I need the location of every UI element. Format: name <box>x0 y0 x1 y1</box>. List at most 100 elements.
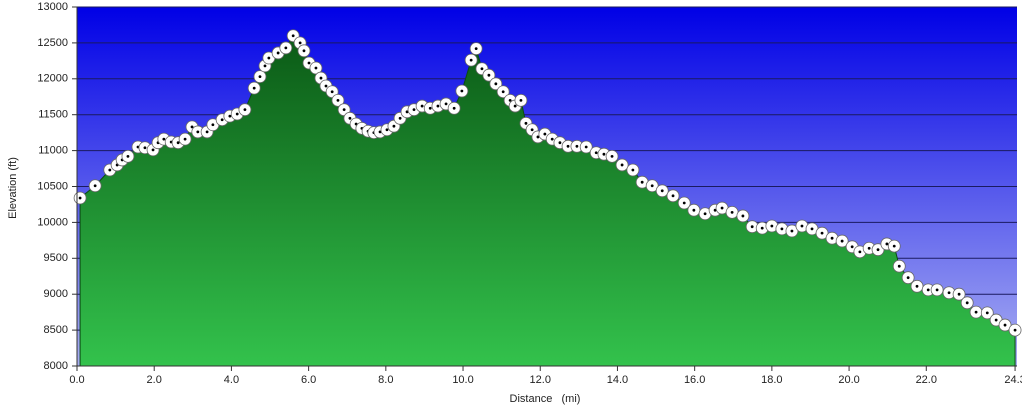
waypoint-dot <box>965 301 969 305</box>
waypoint-dot <box>348 116 352 120</box>
y-tick-label: 11500 <box>38 109 68 121</box>
waypoint-dot <box>985 311 989 315</box>
x-axis-title: Distance (mi) <box>510 393 581 405</box>
waypoint-dot <box>790 229 794 233</box>
waypoint-dot <box>211 123 215 127</box>
waypoint-dot <box>650 184 654 188</box>
waypoint-dot <box>302 49 306 53</box>
x-tick-label: 0.0 <box>69 374 84 386</box>
y-tick-label: 9500 <box>44 252 68 264</box>
x-tick-label: 20.0 <box>838 374 859 386</box>
y-tick-label: 8500 <box>44 324 68 336</box>
x-tick-label: 12.0 <box>530 374 551 386</box>
waypoint-dot <box>258 75 262 79</box>
waypoint-dot <box>974 310 978 314</box>
waypoint-dot <box>252 86 256 90</box>
waypoint-dot <box>760 226 764 230</box>
waypoint-dot <box>566 144 570 148</box>
x-tick-label: 10.0 <box>452 374 473 386</box>
waypoint-dot <box>1013 328 1017 332</box>
waypoint-dot <box>850 245 854 249</box>
waypoint-dot <box>671 194 675 198</box>
waypoint-dot <box>196 130 200 134</box>
y-tick-label: 9000 <box>44 288 68 300</box>
waypoint-dot <box>494 82 498 86</box>
waypoint-dot <box>897 264 901 268</box>
waypoint-dot <box>820 231 824 235</box>
waypoint-dot <box>205 130 209 134</box>
waypoint-dot <box>151 148 155 152</box>
y-axis-title: Elevation (ft) <box>7 157 19 219</box>
waypoint-dot <box>935 288 939 292</box>
waypoint-dot <box>78 196 82 200</box>
waypoint-dot <box>558 141 562 145</box>
waypoint-dot <box>436 104 440 108</box>
waypoint-dot <box>584 145 588 149</box>
x-tick-label: 14.0 <box>607 374 628 386</box>
waypoint-dot <box>412 108 416 112</box>
y-tick-label: 13000 <box>37 1 68 13</box>
waypoint-dot <box>126 154 130 158</box>
y-tick-label: 12500 <box>37 37 68 49</box>
waypoint-dot <box>730 210 734 214</box>
waypoint-dot <box>915 284 919 288</box>
waypoint-dot <box>1003 323 1007 327</box>
waypoint-dot <box>474 47 478 51</box>
waypoint-dot <box>93 184 97 188</box>
waypoint-dot <box>342 108 346 112</box>
waypoint-dot <box>858 250 862 254</box>
waypoint-dot <box>263 64 267 68</box>
waypoint-dot <box>682 201 686 205</box>
waypoint-dot <box>947 291 951 295</box>
waypoint-dot <box>513 104 517 108</box>
waypoint-dot <box>228 114 232 118</box>
waypoint-dot <box>536 135 540 139</box>
waypoint-dot <box>469 58 473 62</box>
waypoint-dot <box>501 90 505 94</box>
y-tick-label: 10000 <box>37 216 68 228</box>
waypoint-dot <box>840 239 844 243</box>
waypoint-dot <box>575 144 579 148</box>
waypoint-dot <box>508 98 512 102</box>
waypoint-dot <box>994 318 998 322</box>
waypoint-dot <box>892 244 896 248</box>
waypoint-dot <box>524 121 528 125</box>
y-tick-label: 11000 <box>38 145 68 157</box>
x-tick-label: 8.0 <box>378 374 393 386</box>
waypoint-dot <box>800 224 804 228</box>
waypoint-dot <box>460 89 464 93</box>
x-tick-label: 16.0 <box>684 374 705 386</box>
waypoint-dot <box>276 51 280 55</box>
waypoint-dot <box>610 154 614 158</box>
waypoint-dot <box>220 118 224 122</box>
waypoint-dot <box>307 61 311 65</box>
waypoint-dot <box>602 152 606 156</box>
waypoint-dot <box>543 132 547 136</box>
x-tick-label: 2.0 <box>147 374 162 386</box>
waypoint-dot <box>692 208 696 212</box>
x-tick-label: 22.0 <box>916 374 937 386</box>
waypoint-dot <box>298 41 302 45</box>
waypoint-dot <box>713 208 717 212</box>
waypoint-dot <box>480 67 484 71</box>
waypoint-dot <box>284 46 288 50</box>
waypoint-dot <box>810 227 814 231</box>
waypoint-dot <box>703 212 707 216</box>
waypoint-dot <box>235 112 239 116</box>
waypoint-dot <box>750 225 754 229</box>
waypoint-dot <box>190 125 194 129</box>
waypoint-dot <box>243 108 247 112</box>
x-tick-label: 4.0 <box>224 374 239 386</box>
waypoint-dot <box>876 248 880 252</box>
waypoint-dot <box>867 246 871 250</box>
waypoint-dot <box>176 141 180 145</box>
waypoint-dot <box>162 137 166 141</box>
waypoint-dot <box>594 151 598 155</box>
waypoint-dot <box>487 73 491 77</box>
x-tick-label: 18.0 <box>761 374 782 386</box>
waypoint-dot <box>519 98 523 102</box>
waypoint-dot <box>330 90 334 94</box>
waypoint-dot <box>452 106 456 110</box>
waypoint-dot <box>420 104 424 108</box>
